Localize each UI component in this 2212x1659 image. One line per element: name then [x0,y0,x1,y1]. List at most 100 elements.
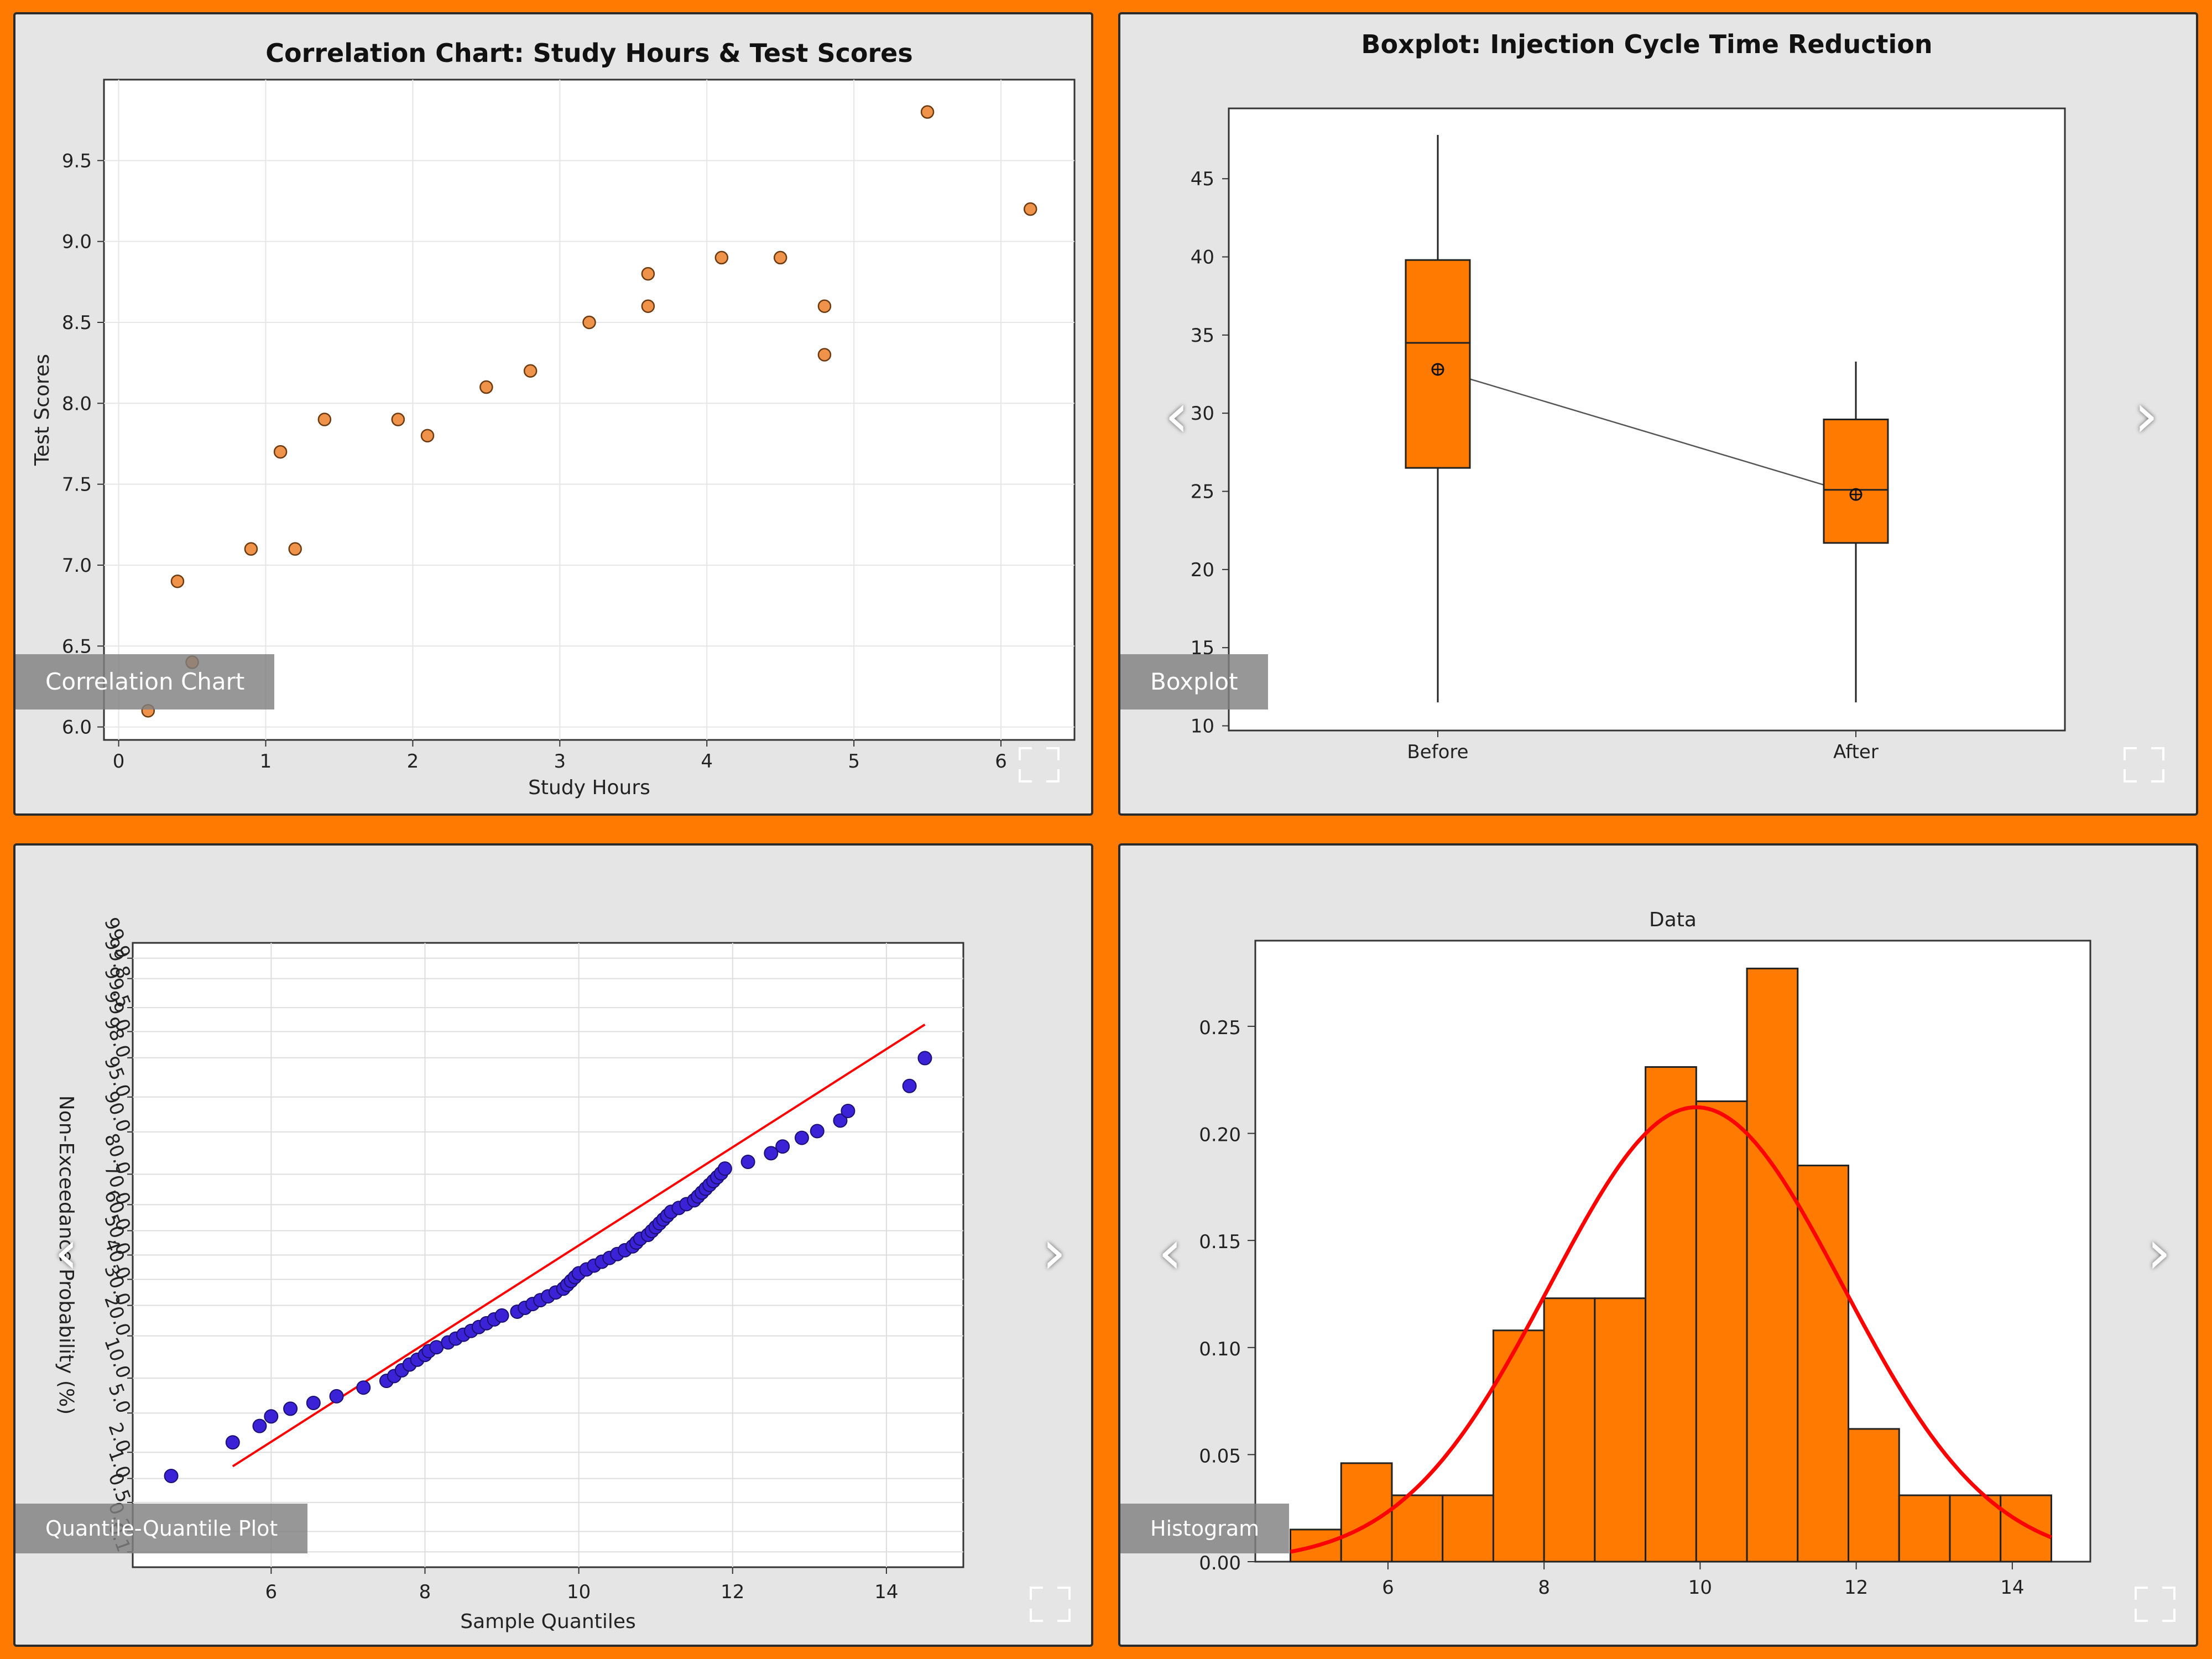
data-point [273,445,288,459]
y-tick-label: 10 [1191,716,1214,738]
x-tick-label: 12 [721,1581,744,1603]
chevron-right-icon[interactable]: › [1042,1217,1066,1287]
y-tick-label: 7.5 [62,474,92,496]
data-point [264,1409,279,1424]
y-tick-label: 0.15 [1199,1231,1241,1253]
y-tick-label: 0.10 [1199,1338,1241,1360]
x-tick-label: 6 [265,1581,278,1603]
data-point [582,315,596,330]
y-tick-label: 0.25 [1199,1017,1241,1039]
data-point [391,413,405,426]
y-tick-label: 20 [1191,559,1214,581]
histogram-bar [1746,967,1799,1563]
plot-area [103,79,1076,741]
chevron-left-icon[interactable]: ‹ [1158,1217,1182,1287]
caption-histogram: Histogram [1120,1504,1290,1553]
chevron-left-icon[interactable]: ‹ [54,1217,79,1287]
data-point [252,1418,267,1433]
y-tick-label: 30 [1191,403,1214,425]
y-tick-label: 45 [1191,168,1214,190]
chart-title: Correlation Chart: Study Hours & Test Sc… [265,38,912,68]
data-point [817,299,832,313]
x-tick-label: 1 [260,750,272,773]
caption-correlation-chart: Correlation Chart [15,654,275,709]
y-tick-label: 6.0 [62,717,92,739]
data-point [494,1308,509,1323]
chevron-left-icon[interactable]: ‹ [1165,380,1189,451]
data-point [841,1103,855,1118]
y-tick-label: 8.5 [62,312,92,334]
data-point [773,251,787,265]
x-tick-label: 14 [874,1581,898,1603]
correlation-chart-panel: 0 1 2 3 4 5 6 6.0 6.5 7.0 7.5 8.0 8.5 9.0 9.5 Correlati… [13,12,1093,816]
data-point [283,1401,298,1416]
chevron-right-icon[interactable]: › [2147,1217,2171,1287]
y-tick-label: 0.05 [1199,1445,1241,1467]
data-point [356,1380,371,1395]
histogram-bar [1695,1100,1748,1563]
y-tick-label: 7.0 [62,555,92,577]
x-tick-label: 8 [1538,1577,1550,1599]
y-tick-label: 8.0 [62,393,92,415]
x-axis-label: Study Hours [528,776,650,799]
data-point [717,1161,732,1176]
histogram-bar [2000,1494,2052,1563]
caption-boxplot: Boxplot [1120,654,1268,709]
y-tick-label: 10.0 [100,1334,134,1381]
x-tick-label: 10 [1688,1577,1712,1599]
data-point [641,299,655,313]
histogram-bar [1645,1066,1697,1563]
correlation-chart: 0 1 2 3 4 5 6 6.0 6.5 7.0 7.5 8.0 8.5 9.0 9.5 Correlati… [31,38,1076,799]
histogram-bar [1594,1297,1647,1563]
y-tick-label: 95.0 [100,1053,134,1100]
mean-connector-line [1437,368,1856,495]
data-point [740,1155,755,1170]
qq-plot-chart: 681012140.10.20.51.02.05.010.020.030.040… [55,915,964,1633]
data-point [1023,202,1037,216]
histogram-chart: 6 8 10 12 14 0.00 0.05 0.10 0.15 0.20 0.25 Data [1199,909,2091,1599]
y-tick-label: 25 [1191,481,1214,503]
histogram-bar [1848,1428,1900,1563]
caption-qq-plot: Quantile-Quantile Plot [15,1504,308,1553]
histogram-bar [1492,1329,1545,1563]
histogram-bar [1949,1494,2002,1563]
fit-line [232,1023,926,1468]
data-point [920,105,935,119]
histogram-bar [1340,1462,1393,1563]
y-tick-label: 0.20 [1199,1124,1241,1146]
histogram-bar [1442,1494,1494,1563]
expand-icon[interactable] [2135,1587,2176,1622]
expand-icon[interactable] [1030,1587,1071,1622]
expand-icon[interactable] [2124,747,2164,782]
y-tick-label: 0.00 [1199,1552,1241,1574]
qq-plot-panel: 681012140.10.20.51.02.05.010.020.030.040… [13,843,1093,1647]
x-tick-label: 0 [113,750,125,773]
y-axis-label: Test Scores [31,354,54,466]
y-axis-label: Non-Exceedance Probability (%) [55,1095,77,1415]
data-point [288,542,302,556]
y-tick-label: 35 [1191,325,1214,347]
data-point [420,429,435,443]
data-point [164,1468,179,1483]
y-tick-label: 9.5 [62,150,92,172]
chevron-right-icon[interactable]: › [2134,380,2158,451]
histogram-panel: 6 8 10 12 14 0.00 0.05 0.10 0.15 0.20 0.25 Data His… [1118,843,2198,1647]
data-point [764,1146,779,1161]
normal-fit-curve [1290,1105,2052,1554]
data-point [244,542,258,556]
data-point [317,413,332,426]
x-tick-label: After [1833,741,1879,763]
histogram-bar [1797,1165,1850,1563]
data-point [523,364,538,378]
plot-area [1228,107,2066,732]
histogram-bar [1543,1297,1596,1563]
expand-icon[interactable] [1019,747,1060,782]
x-tick-label: 6 [995,750,1007,773]
data-point [225,1435,240,1450]
data-point [775,1139,790,1154]
y-tick-label: 5.0 [104,1381,135,1416]
histogram-bar [1391,1494,1444,1563]
x-tick-label: Before [1407,741,1468,763]
data-point [479,380,493,394]
